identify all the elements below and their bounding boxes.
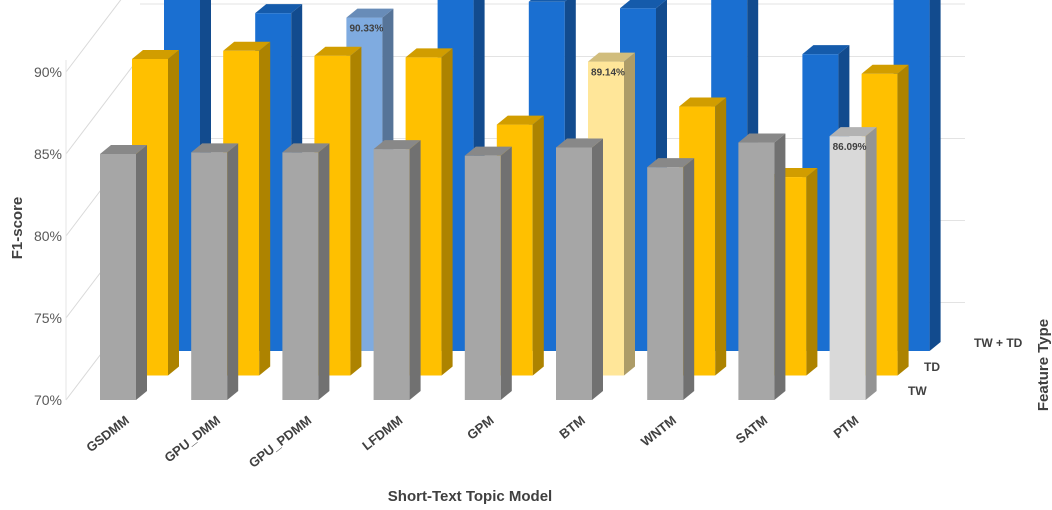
category-label: WNTM [638, 413, 679, 450]
bar-side [929, 0, 941, 351]
bar-front [738, 142, 775, 400]
bar-front [829, 136, 866, 400]
bar-top [346, 8, 394, 18]
x-axis-categories: GSDMM GPU_DMM GPU_PDMM LFDMM GPM BTM WNTM SATM P… [83, 413, 861, 471]
bar-front [556, 147, 592, 400]
y-tick-label: 75% [34, 310, 62, 326]
category-label: BTM [556, 413, 587, 442]
bar-series: 90.33% 89.14% 86.09% [100, 0, 941, 401]
bar-top [528, 0, 567, 2]
bar-top [556, 138, 603, 148]
bar-tw-satm [738, 133, 786, 400]
bar-tw-ptm: 86.09% [829, 127, 877, 401]
bar-tw-gpu_pdmm [282, 143, 330, 401]
bar-side [806, 168, 818, 376]
x-axis-title: Short-Text Topic Model [388, 488, 552, 505]
bar-top [405, 48, 453, 58]
gridline-diagonal [65, 0, 122, 73]
bar-top [620, 0, 667, 9]
bar-top [100, 145, 147, 154]
category-label: PTM [831, 413, 862, 442]
category-label: GPM [464, 413, 497, 443]
category-label: GPU_PDMM [246, 413, 314, 471]
bar-tw-gpm [464, 146, 512, 400]
bar-top [255, 4, 303, 14]
bar-top [588, 52, 635, 62]
series-label-1: TD [924, 360, 940, 374]
bar-side [259, 41, 271, 376]
bar-side [592, 138, 603, 400]
bar-top [829, 127, 877, 137]
bar-front [647, 167, 684, 400]
bar-side [500, 146, 512, 400]
bar-top [314, 46, 362, 56]
bar-front [373, 149, 410, 400]
bar-side [897, 64, 909, 376]
data-label: 89.14% [591, 68, 625, 79]
bar-side [227, 143, 239, 401]
bar-top [464, 146, 512, 156]
bar-tw-gpu_dmm [191, 143, 239, 401]
bar-tw-wntm [647, 158, 695, 400]
bar-top [223, 41, 271, 51]
bar-side [441, 48, 453, 376]
bar-side [136, 145, 147, 400]
bar-front [100, 154, 136, 400]
bar-side [715, 97, 727, 376]
bar-top [679, 97, 727, 107]
category-label: LFDMM [359, 413, 405, 454]
y-tick-label: 85% [34, 146, 62, 162]
bar-top [191, 143, 239, 153]
series-label-2: TW + TD [974, 336, 1023, 350]
bar-top [373, 140, 421, 150]
bar-tw-lfdmm [373, 140, 421, 400]
bar-tw-btm [556, 138, 603, 400]
bar-front [191, 152, 228, 400]
series-labels: TW TD TW + TD [908, 336, 1023, 398]
bar-top [282, 143, 330, 153]
gridline-diagonal [65, 56, 141, 155]
category-label: SATM [733, 413, 771, 447]
bar-top [132, 49, 179, 59]
bar-side [774, 133, 786, 400]
bar-tw-gsdmm [100, 145, 147, 400]
y-tick-label: 90% [34, 64, 62, 80]
bar-top [496, 115, 544, 125]
bar-side [318, 143, 330, 401]
bar-top [802, 45, 850, 55]
z-axis-title: Feature Type [1035, 319, 1052, 411]
y-axis-title: F1-score [9, 197, 26, 260]
bar-side [168, 49, 179, 376]
bar-top [861, 64, 909, 74]
data-label: 86.09% [833, 142, 867, 153]
bar-top [738, 133, 786, 143]
bar-front [282, 152, 319, 400]
bar-side [532, 115, 544, 376]
bar-side [683, 158, 695, 400]
data-label: 90.33% [349, 24, 383, 35]
category-label: GPU_DMM [161, 413, 223, 466]
bar-side [624, 52, 635, 376]
y-tick-label: 70% [34, 392, 62, 408]
bar-front [464, 155, 501, 400]
bar-side [409, 140, 421, 400]
y-axis-ticks: 70% 75% 80% 85% 90% [34, 64, 62, 408]
bar-top [647, 158, 695, 168]
bar-side [350, 46, 362, 376]
category-label: GSDMM [83, 413, 132, 456]
y-tick-label: 80% [34, 228, 62, 244]
series-label-0: TW [908, 384, 927, 398]
bar-side [865, 127, 877, 401]
